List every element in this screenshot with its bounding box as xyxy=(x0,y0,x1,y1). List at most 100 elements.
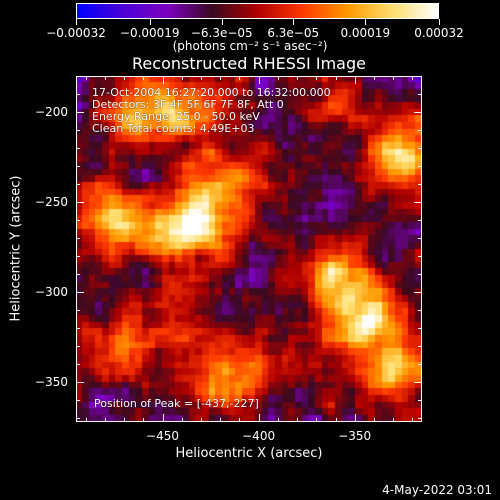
axis-tick xyxy=(418,292,422,294)
axis-tick xyxy=(76,76,80,77)
axis-tick xyxy=(297,76,299,80)
axis-tick xyxy=(277,76,279,80)
axis-tick xyxy=(373,76,375,80)
axis-tick xyxy=(373,418,375,422)
axis-tick xyxy=(418,166,422,168)
axis-tick xyxy=(76,166,80,168)
axis-tick xyxy=(76,328,80,330)
axis-tick xyxy=(418,112,422,114)
axis-tick xyxy=(76,184,80,186)
axis-tick xyxy=(418,148,422,150)
x-tick-label: −450 xyxy=(146,429,179,443)
axis-tick xyxy=(354,76,356,84)
axis-tick xyxy=(200,418,202,422)
time-range-label: 17-Oct-2004 16:27:20.000 to 16:32:00.000 xyxy=(92,86,331,99)
axis-tick xyxy=(393,76,395,80)
axis-tick xyxy=(316,76,318,80)
axis-tick xyxy=(85,76,87,80)
axis-tick xyxy=(76,382,84,384)
x-tick-label: −400 xyxy=(242,429,276,443)
axis-tick xyxy=(181,418,183,422)
axis-tick xyxy=(76,256,80,258)
y-tick-label: −350 xyxy=(35,375,68,390)
axis-tick xyxy=(143,418,145,422)
axis-tick xyxy=(297,418,299,422)
axis-tick xyxy=(239,418,241,422)
axis-tick xyxy=(418,220,422,222)
y-axis-label: Heliocentric Y (arcsec) xyxy=(8,175,24,322)
axis-tick xyxy=(418,202,422,204)
axis-tick xyxy=(418,256,422,258)
axis-tick xyxy=(418,274,422,276)
chart-title: Reconstructed RHESSI Image xyxy=(132,54,366,73)
axis-tick xyxy=(143,76,145,80)
axis-tick xyxy=(76,220,80,222)
axis-tick xyxy=(76,346,80,348)
axis-tick xyxy=(418,130,422,132)
axis-tick xyxy=(104,76,106,80)
axis-tick xyxy=(277,418,279,422)
axis-tick xyxy=(220,76,222,80)
method-counts-label: Clean Total counts: 4.49E+03 xyxy=(92,122,255,135)
axis-tick xyxy=(76,202,80,204)
detectors-label: Detectors: 3F 4F 5F 6F 7F 8F, Att 0 xyxy=(92,98,284,111)
axis-tick xyxy=(354,418,356,422)
y-tick-label: −300 xyxy=(35,285,68,300)
axis-tick xyxy=(418,184,422,186)
axis-tick xyxy=(76,292,84,294)
axis-tick xyxy=(76,202,84,204)
axis-tick xyxy=(258,76,260,84)
axis-tick xyxy=(335,76,337,80)
axis-tick xyxy=(412,418,414,422)
peak-position-label: Position of Peak = [-437,-227] xyxy=(94,397,259,410)
colorbar-tick xyxy=(76,19,77,25)
axis-tick xyxy=(104,418,106,422)
axis-tick xyxy=(85,418,87,422)
axis-tick xyxy=(76,292,80,294)
axis-tick xyxy=(200,76,202,80)
colorbar-tick-label: −0.00032 xyxy=(46,26,106,40)
axis-tick xyxy=(162,76,164,80)
axis-tick xyxy=(418,346,422,348)
axis-tick xyxy=(76,400,80,402)
axis-tick xyxy=(76,418,80,420)
y-tick-label: −250 xyxy=(35,195,68,210)
axis-tick xyxy=(181,76,183,80)
timestamp-footer: 4-May-2022 03:01 xyxy=(382,483,492,497)
axis-tick xyxy=(316,418,318,422)
axis-tick xyxy=(76,382,80,384)
y-tick-label: −200 xyxy=(35,105,68,120)
axis-tick xyxy=(76,148,80,150)
colorbar-tick-label: 0.00032 xyxy=(414,26,464,40)
axis-tick xyxy=(418,382,422,384)
x-tick-label: −350 xyxy=(338,429,372,443)
colorbar-unit-label: (photons cm⁻² s⁻¹ asec⁻²) xyxy=(172,39,328,53)
axis-tick xyxy=(354,76,356,80)
plot-frame xyxy=(76,76,422,422)
energy-range-label: Energy Range: 25.0 - 50.0 keV xyxy=(92,110,260,123)
colorbar-tick xyxy=(365,19,367,25)
axis-tick xyxy=(418,238,422,240)
x-axis-label: Heliocentric X (arcsec) xyxy=(175,446,323,461)
colorbar-tick xyxy=(149,19,151,25)
colorbar xyxy=(76,3,439,19)
axis-tick xyxy=(418,310,422,312)
axis-tick xyxy=(258,76,260,80)
axis-tick xyxy=(76,94,80,96)
colorbar-tick-label: 0.00019 xyxy=(340,26,391,40)
axis-tick xyxy=(76,130,80,132)
axis-tick xyxy=(418,328,422,330)
axis-tick xyxy=(418,364,422,366)
axis-tick xyxy=(220,418,222,422)
axis-tick xyxy=(76,112,80,114)
colorbar-tick-label: 6.3e−05 xyxy=(267,26,320,40)
axis-tick xyxy=(412,76,414,80)
axis-tick xyxy=(76,364,80,366)
colorbar-tick xyxy=(221,19,223,25)
axis-tick xyxy=(124,418,126,422)
axis-tick xyxy=(162,76,164,84)
axis-tick xyxy=(418,94,422,96)
axis-tick xyxy=(418,76,422,77)
axis-tick xyxy=(418,418,422,420)
axis-tick xyxy=(393,418,395,422)
